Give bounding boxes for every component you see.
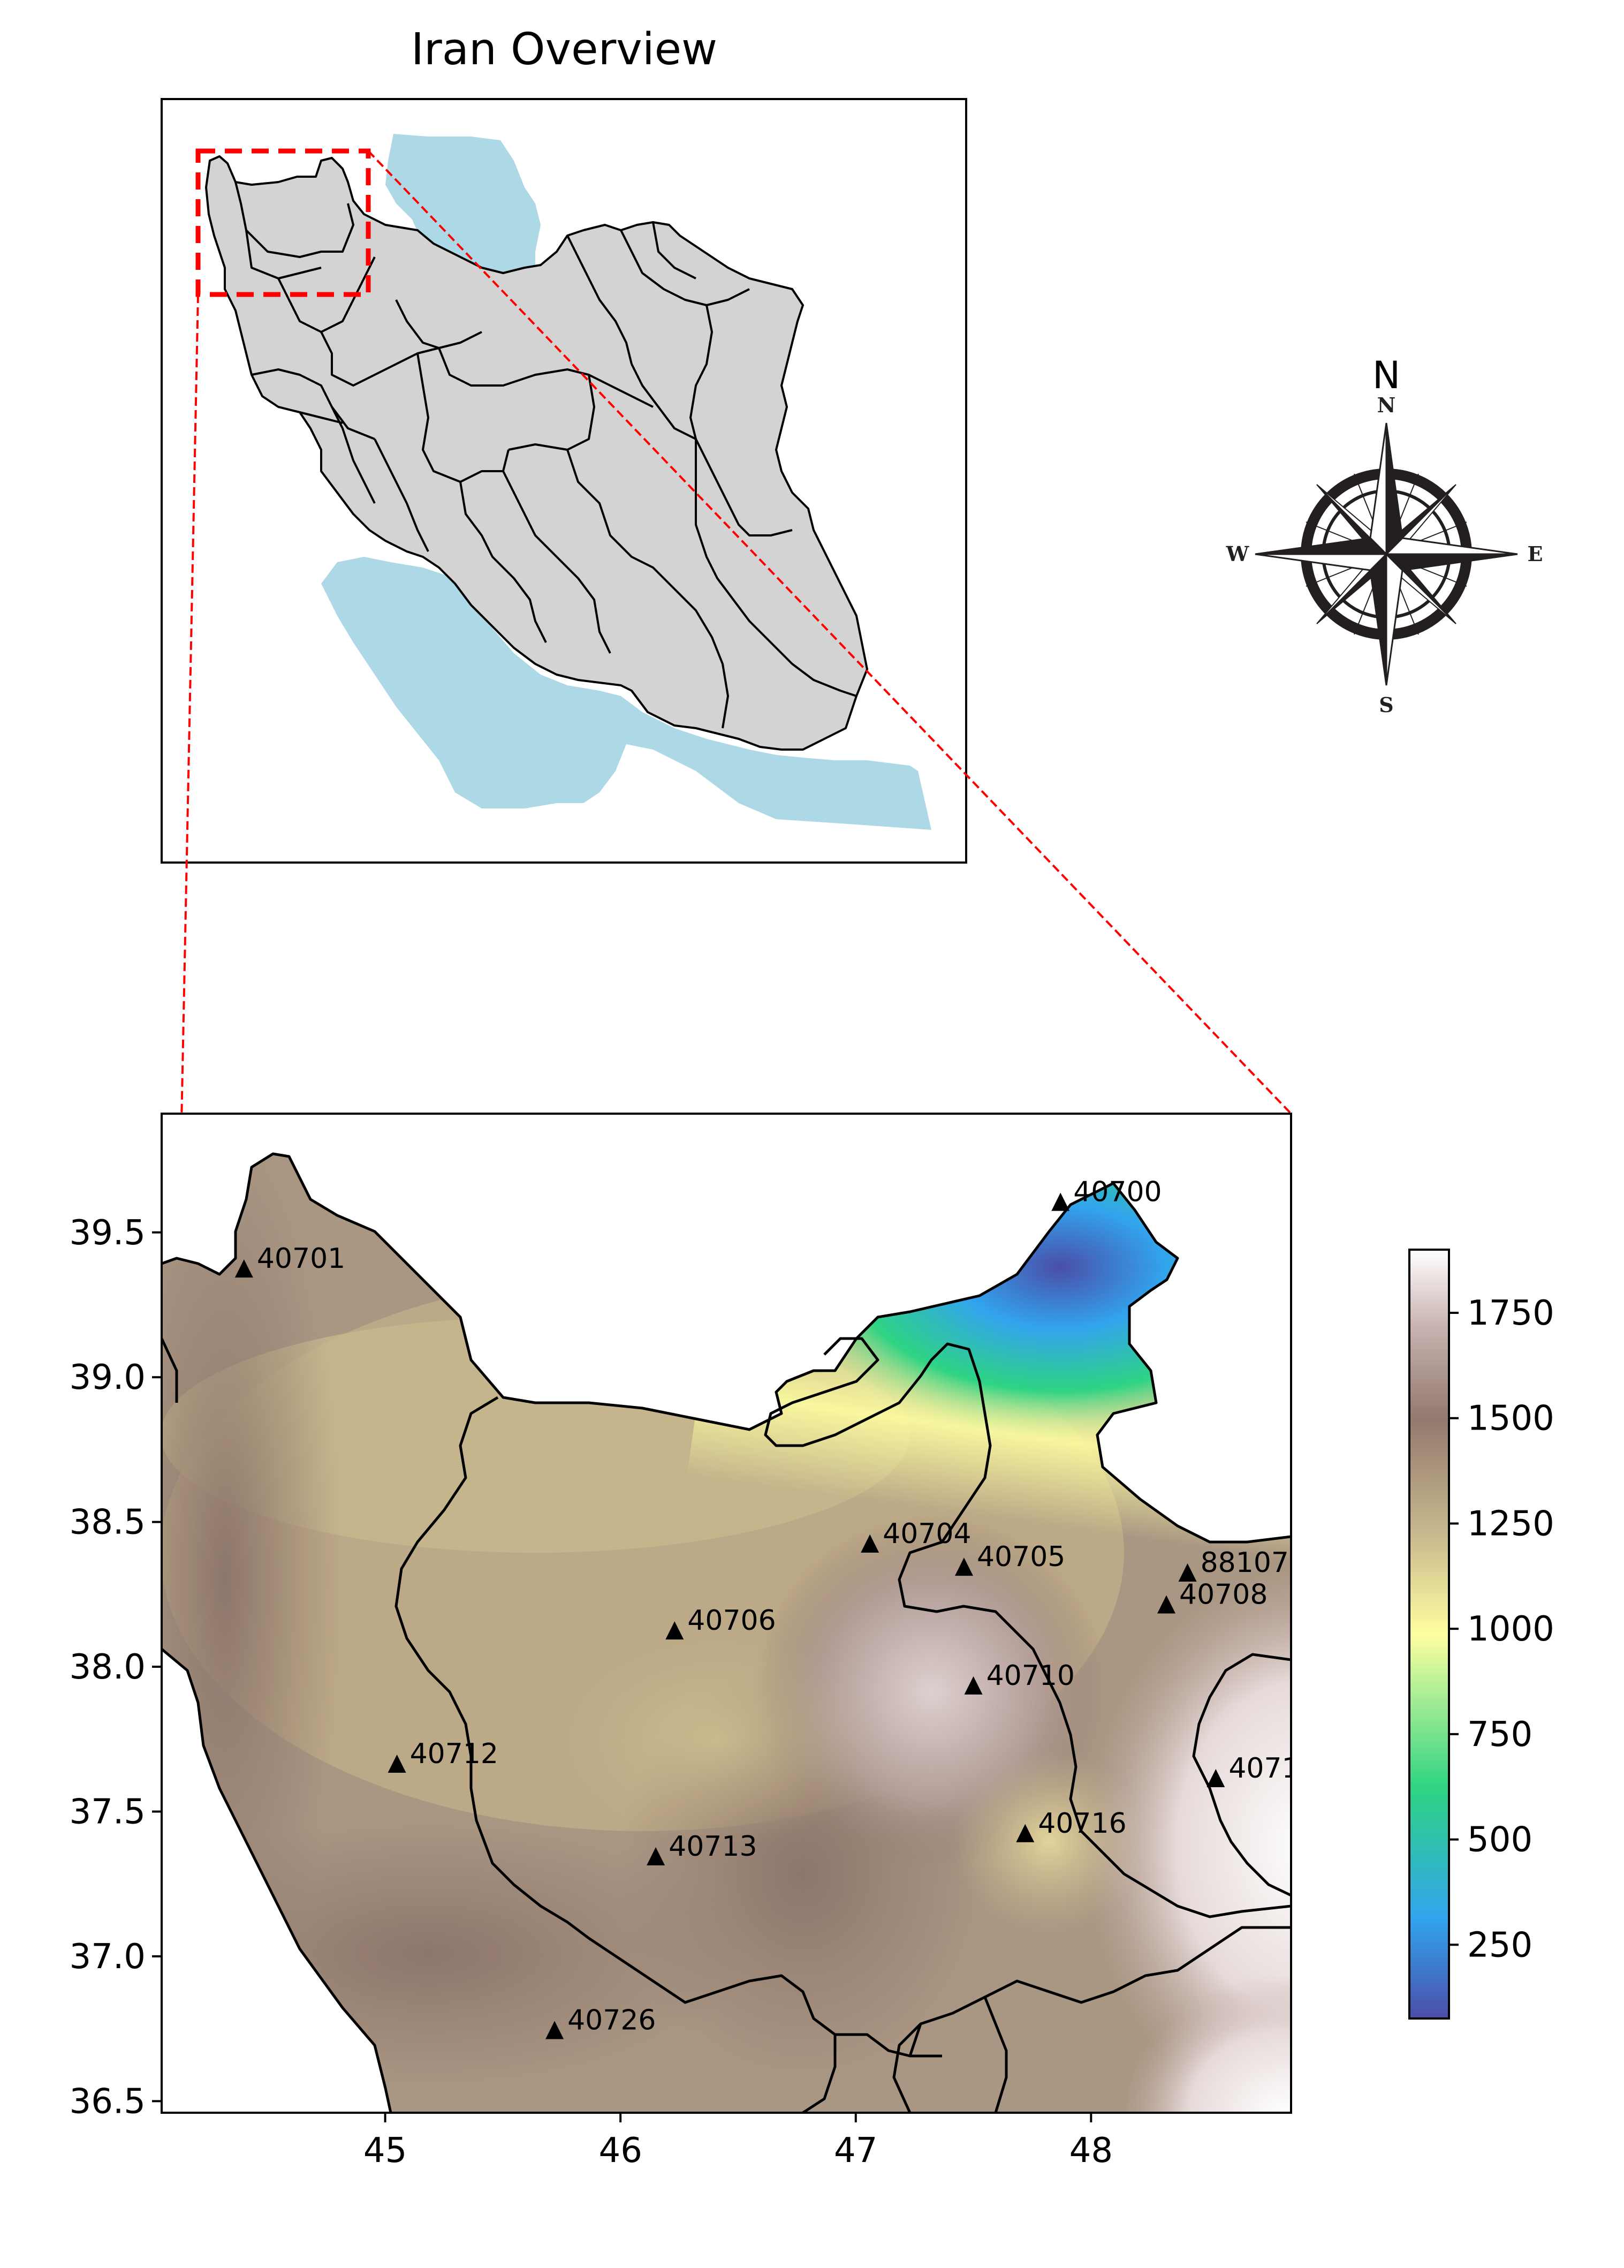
y-tick-label: 39.0 <box>70 1358 146 1397</box>
compass-rose-label-s: S <box>1379 693 1393 717</box>
station-marker <box>234 1259 253 1278</box>
colorbar-tick-label: 500 <box>1467 1820 1532 1860</box>
detail-frame <box>161 1113 1292 2114</box>
y-tick-label: 38.0 <box>70 1647 146 1687</box>
x-tick-label: 45 <box>363 2131 407 2171</box>
compass-rose-icon: N N S E W <box>1226 353 1543 717</box>
colorbar-tick-label: 250 <box>1467 1925 1532 1965</box>
compass-rose-label-n: N <box>1377 393 1396 417</box>
station-label: 40726 <box>567 2005 656 2037</box>
station-label: 40700 <box>1073 1176 1162 1208</box>
colorbar-tick-label: 1750 <box>1467 1294 1554 1333</box>
station-marker <box>1157 1595 1176 1614</box>
compass-north-label: N <box>1372 353 1400 397</box>
station-label: 40701 <box>257 1243 345 1275</box>
station-label: 40705 <box>977 1541 1065 1573</box>
colorbar-tick-label: 1250 <box>1467 1504 1554 1544</box>
persian-gulf <box>321 557 931 830</box>
province-borders <box>234 182 857 729</box>
colorbar-tick-label: 1000 <box>1467 1609 1554 1649</box>
station-marker <box>388 1754 406 1773</box>
connector-line-left <box>161 294 199 2113</box>
colorbar-tick-label: 1500 <box>1467 1399 1554 1439</box>
station-marker <box>1178 1563 1197 1582</box>
y-tick-label: 38.5 <box>70 1503 146 1543</box>
colorbar: 250 500 750 1000 1250 1500 1750 <box>1408 1249 1554 2020</box>
station-marker <box>647 1847 665 1866</box>
x-tick-label: 47 <box>834 2131 877 2171</box>
station-label: 40713 <box>669 1831 757 1863</box>
station-label: 40706 <box>687 1605 776 1637</box>
station-marker <box>861 1534 879 1553</box>
y-tick-label: 37.5 <box>70 1792 146 1832</box>
station-marker <box>954 1558 973 1576</box>
compass-rose-label-e: E <box>1528 542 1543 566</box>
station-label: 88107 <box>1201 1547 1289 1579</box>
station-label: 40716 <box>1038 1808 1126 1840</box>
x-axis: 45 46 47 48 <box>363 2113 1113 2171</box>
station-label: 40717 <box>1228 1752 1317 1785</box>
station-marker <box>1016 1824 1035 1842</box>
detail-borders <box>162 1152 1291 2113</box>
station-marker <box>545 2021 564 2039</box>
y-axis: 36.5 37.0 37.5 38.0 38.5 39.0 39.5 <box>70 1213 162 2121</box>
y-tick-label: 36.5 <box>70 2082 146 2121</box>
colorbar-ticks: 250 500 750 1000 1250 1500 1750 <box>1449 1294 1554 1965</box>
y-tick-label: 37.0 <box>70 1937 146 1977</box>
connector-line-right <box>367 150 1292 1115</box>
colorbar-gradient <box>1408 1249 1450 2020</box>
colorbar-tick-label: 750 <box>1467 1715 1532 1755</box>
x-tick-label: 46 <box>598 2131 642 2171</box>
zoom-box <box>195 148 371 297</box>
y-tick-label: 39.5 <box>70 1213 146 1253</box>
overview-title: Iran Overview <box>411 24 717 75</box>
station-marker <box>665 1621 684 1640</box>
station-marker <box>1206 1769 1225 1787</box>
station-label: 40710 <box>986 1660 1075 1692</box>
compass-rose-label-w: W <box>1226 542 1250 566</box>
x-tick-label: 48 <box>1069 2131 1113 2171</box>
station-marker <box>964 1676 983 1695</box>
station-label: 40708 <box>1179 1578 1268 1611</box>
overview-panel: Iran Overview <box>161 24 1292 2113</box>
station-label: 40712 <box>410 1738 498 1770</box>
station-marker <box>1051 1192 1070 1211</box>
station-label: 40704 <box>883 1518 971 1550</box>
